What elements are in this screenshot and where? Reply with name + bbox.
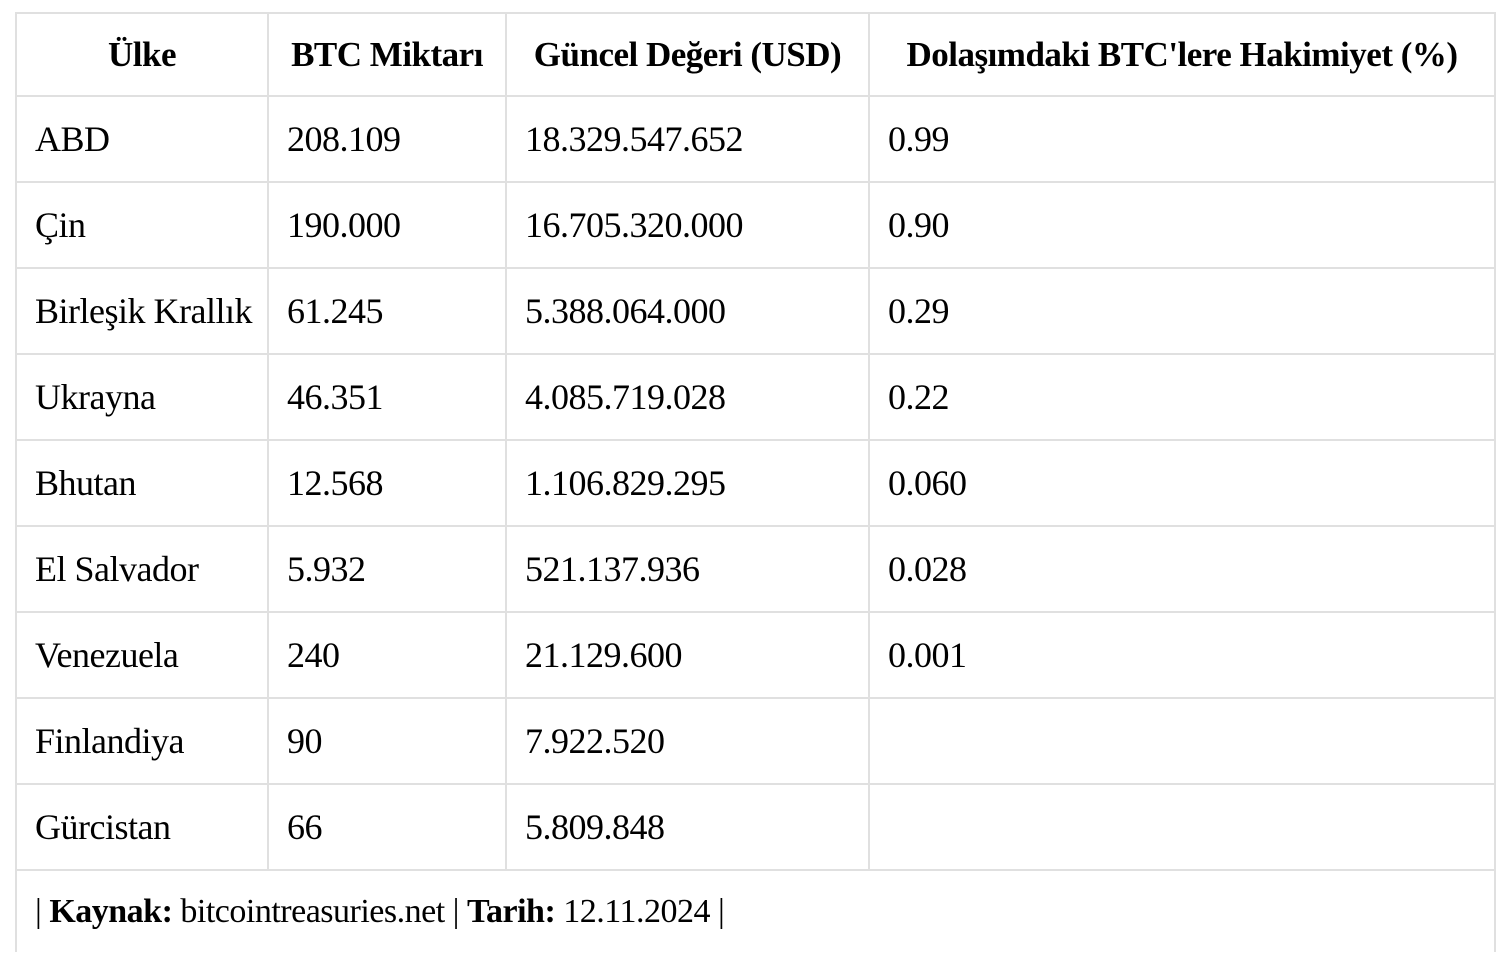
dominance-cell <box>868 697 1496 785</box>
table-row: Ukrayna 46.351 4.085.719.028 0.22 <box>15 353 1496 441</box>
dominance-cell: 0.90 <box>868 181 1496 269</box>
country-cell: Finlandiya <box>15 697 269 785</box>
usd-value-cell: 5.388.064.000 <box>505 267 870 355</box>
table-row: Bhutan 12.568 1.106.829.295 0.060 <box>15 439 1496 527</box>
dominance-cell: 0.028 <box>868 525 1496 613</box>
footer-text: 12.11.2024 | <box>555 892 725 930</box>
btc-amount-cell: 240 <box>267 611 507 699</box>
usd-value-cell: 16.705.320.000 <box>505 181 870 269</box>
usd-value-cell: 21.129.600 <box>505 611 870 699</box>
table-row: Gürcistan 66 5.809.848 <box>15 783 1496 871</box>
column-header-country: Ülke <box>15 12 269 97</box>
source-footer-cell: | Kaynak: bitcointreasuries.net | Tarih:… <box>15 869 1496 952</box>
btc-amount-cell: 66 <box>267 783 507 871</box>
footer-text: | <box>35 892 50 930</box>
page-container: Ülke BTC Miktarı Güncel Değeri (USD) Dolaşı… <box>15 12 1496 952</box>
dominance-cell: 0.001 <box>868 611 1496 699</box>
footer-text: bitcointreasuries.net | <box>172 892 467 930</box>
source-footer-row: | Kaynak: bitcointreasuries.net | Tarih:… <box>15 869 1496 952</box>
country-cell: Çin <box>15 181 269 269</box>
table-row: Çin 190.000 16.705.320.000 0.90 <box>15 181 1496 269</box>
column-header-dominance_pct: Dolaşımdaki BTC'lere Hakimiyet (%) <box>868 12 1496 97</box>
table-body: ABD 208.109 18.329.547.652 0.99 Çin 190.000 16… <box>15 95 1496 871</box>
usd-value-cell: 1.106.829.295 <box>505 439 870 527</box>
country-cell: Ukrayna <box>15 353 269 441</box>
usd-value-cell: 7.922.520 <box>505 697 870 785</box>
country-cell: Birleşik Krallık <box>15 267 269 355</box>
column-header-btc_amount: BTC Miktarı <box>267 12 507 97</box>
dominance-cell: 0.22 <box>868 353 1496 441</box>
country-cell: Venezuela <box>15 611 269 699</box>
dominance-cell: 0.060 <box>868 439 1496 527</box>
country-cell: Bhutan <box>15 439 269 527</box>
dominance-cell: 0.29 <box>868 267 1496 355</box>
btc-holdings-table: Ülke BTC Miktarı Güncel Değeri (USD) Dolaşı… <box>15 12 1496 952</box>
dominance-cell <box>868 783 1496 871</box>
country-cell: ABD <box>15 95 269 183</box>
usd-value-cell: 5.809.848 <box>505 783 870 871</box>
footer-label: Kaynak: <box>49 892 173 930</box>
footer-label: Tarih: <box>466 892 556 930</box>
dominance-cell: 0.99 <box>868 95 1496 183</box>
country-cell: Gürcistan <box>15 783 269 871</box>
btc-amount-cell: 208.109 <box>267 95 507 183</box>
usd-value-cell: 4.085.719.028 <box>505 353 870 441</box>
table-row: Birleşik Krallık 61.245 5.388.064.000 0.29 <box>15 267 1496 355</box>
btc-amount-cell: 12.568 <box>267 439 507 527</box>
table-row: ABD 208.109 18.329.547.652 0.99 <box>15 95 1496 183</box>
column-header-current_value_usd: Güncel Değeri (USD) <box>505 12 870 97</box>
table-row: Finlandiya 90 7.922.520 <box>15 697 1496 785</box>
usd-value-cell: 521.137.936 <box>505 525 870 613</box>
table-row: El Salvador 5.932 521.137.936 0.028 <box>15 525 1496 613</box>
table-header-row: Ülke BTC Miktarı Güncel Değeri (USD) Dolaşı… <box>15 12 1496 97</box>
usd-value-cell: 18.329.547.652 <box>505 95 870 183</box>
table-row: Venezuela 240 21.129.600 0.001 <box>15 611 1496 699</box>
country-cell: El Salvador <box>15 525 269 613</box>
btc-amount-cell: 46.351 <box>267 353 507 441</box>
btc-amount-cell: 61.245 <box>267 267 507 355</box>
btc-amount-cell: 5.932 <box>267 525 507 613</box>
btc-amount-cell: 90 <box>267 697 507 785</box>
btc-amount-cell: 190.000 <box>267 181 507 269</box>
